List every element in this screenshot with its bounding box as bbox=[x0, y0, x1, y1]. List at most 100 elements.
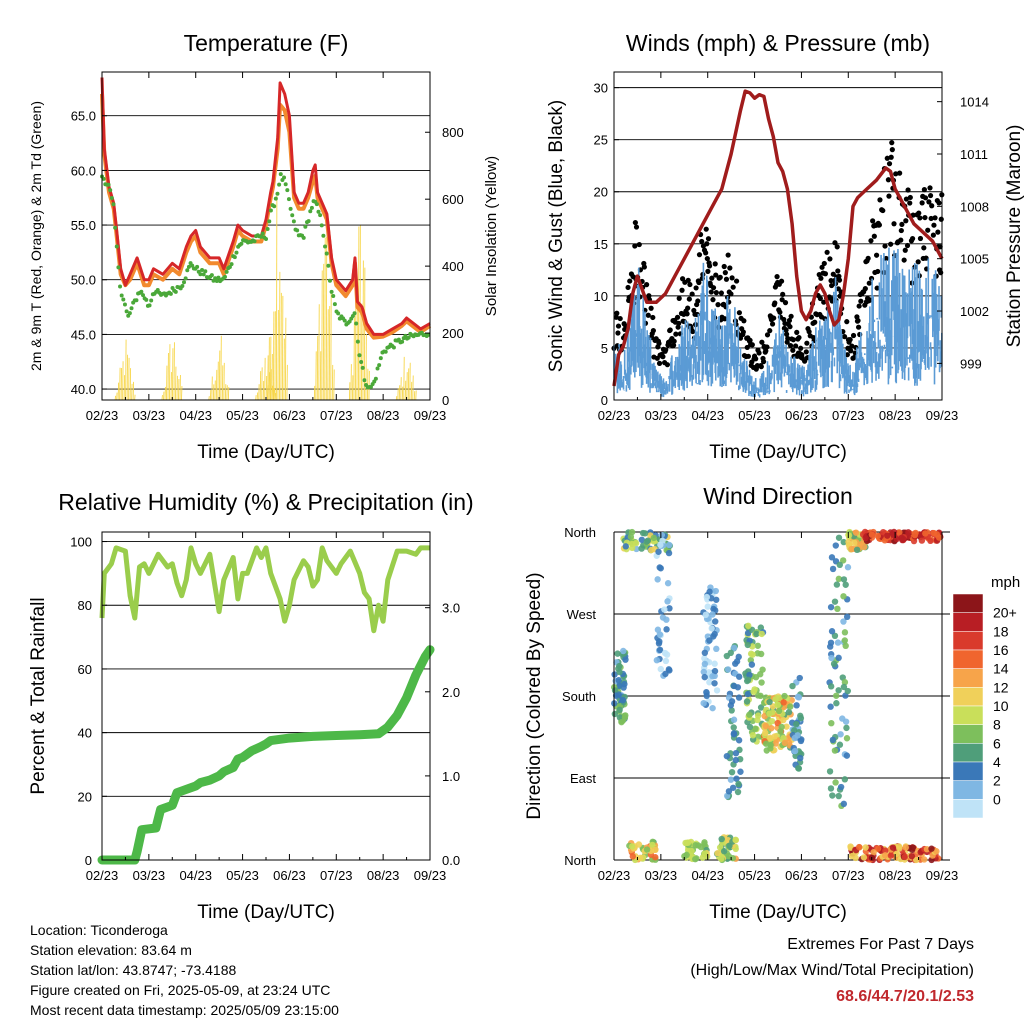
direction-point bbox=[753, 630, 760, 638]
direction-point bbox=[831, 747, 839, 754]
direction-y-label: Direction (Colored By Speed) bbox=[524, 572, 545, 819]
y-tick-label: 100 bbox=[70, 535, 92, 550]
dewpoint-point bbox=[118, 284, 123, 289]
dewpoint-point bbox=[229, 262, 234, 267]
y-tick-label: 0 bbox=[601, 393, 608, 408]
direction-point bbox=[836, 561, 843, 569]
gust-point bbox=[777, 309, 783, 315]
direction-point bbox=[657, 665, 664, 673]
gust-point bbox=[705, 268, 711, 274]
direction-point bbox=[681, 852, 688, 860]
x-tick-label: 03/23 bbox=[133, 868, 166, 883]
gust-point bbox=[923, 255, 929, 261]
direction-point bbox=[748, 626, 756, 634]
dewpoint-point bbox=[203, 269, 208, 274]
direction-point bbox=[709, 673, 716, 680]
direction-point bbox=[851, 539, 858, 547]
direction-point bbox=[682, 839, 689, 847]
dewpoint-point bbox=[375, 366, 380, 371]
direction-point bbox=[795, 765, 802, 772]
direction-point bbox=[711, 660, 718, 667]
gust-point bbox=[922, 214, 928, 221]
y-tick-label: 65.0 bbox=[71, 109, 96, 124]
dewpoint-point bbox=[168, 291, 173, 296]
gust-point bbox=[928, 215, 934, 222]
direction-point bbox=[727, 649, 734, 657]
direction-point bbox=[848, 852, 856, 860]
direction-point bbox=[666, 605, 673, 612]
colorbar-label: 4 bbox=[993, 754, 1001, 770]
direction-point bbox=[749, 651, 756, 658]
gust-point bbox=[891, 221, 897, 227]
gust-point bbox=[722, 316, 728, 322]
x-tick-label: 08/23 bbox=[367, 408, 400, 423]
direction-point bbox=[774, 701, 782, 709]
direction-point bbox=[780, 699, 787, 706]
direction-point bbox=[661, 606, 668, 613]
direction-point bbox=[653, 657, 661, 664]
dewpoint-point bbox=[227, 265, 232, 270]
direction-point bbox=[748, 661, 756, 668]
direction-point bbox=[652, 846, 659, 854]
dewpoint-point bbox=[149, 298, 154, 303]
direction-point bbox=[827, 603, 835, 611]
gust-point bbox=[703, 226, 709, 232]
direction-point bbox=[862, 844, 869, 851]
direction-point bbox=[762, 722, 769, 730]
direction-point bbox=[752, 725, 759, 732]
direction-point bbox=[766, 698, 773, 706]
gust-point bbox=[740, 329, 746, 335]
y2-tick-label: 1014 bbox=[960, 95, 989, 110]
direction-point bbox=[853, 546, 861, 554]
gust-point bbox=[774, 274, 780, 280]
direction-point bbox=[778, 723, 785, 731]
direction-point bbox=[746, 671, 753, 679]
direction-point bbox=[787, 703, 794, 710]
direction-point bbox=[749, 732, 757, 739]
colorbar-label: 20+ bbox=[993, 605, 1017, 621]
gust-point bbox=[764, 344, 770, 350]
x-tick-label: 04/23 bbox=[691, 868, 724, 883]
dewpoint-point bbox=[124, 309, 129, 314]
dewpoint-point bbox=[331, 293, 336, 298]
latest-timestamp: Most recent data timestamp: 2025/05/09 2… bbox=[30, 1002, 339, 1018]
humidity-x-label: Time (Day/UTC) bbox=[197, 902, 335, 923]
direction-point bbox=[666, 541, 673, 549]
dewpoint-point bbox=[234, 250, 239, 255]
direction-point bbox=[713, 596, 720, 603]
gust-point bbox=[849, 343, 855, 349]
gust-point bbox=[627, 278, 633, 284]
extremes-subtitle: (High/Low/Max Wind/Total Precipitation) bbox=[690, 962, 974, 979]
direction-point bbox=[725, 788, 733, 795]
gust-point bbox=[679, 287, 685, 293]
direction-point bbox=[908, 852, 915, 860]
direction-point bbox=[757, 671, 764, 678]
dewpoint-point bbox=[336, 311, 341, 316]
gust-point bbox=[926, 199, 932, 205]
direction-point bbox=[843, 752, 851, 759]
direction-point bbox=[829, 792, 836, 799]
direction-point bbox=[828, 628, 836, 635]
dewpoint-point bbox=[119, 293, 124, 298]
gust-point bbox=[636, 241, 642, 248]
direction-point bbox=[615, 677, 622, 684]
dewpoint-point bbox=[173, 289, 178, 294]
gust-point bbox=[753, 356, 759, 362]
direction-point bbox=[654, 576, 661, 583]
direction-point bbox=[730, 682, 738, 690]
gust-point bbox=[897, 170, 903, 176]
gust-point bbox=[936, 200, 942, 206]
gust-point bbox=[907, 194, 913, 201]
gust-point bbox=[747, 337, 753, 343]
gust-point bbox=[674, 314, 681, 320]
direction-point bbox=[844, 687, 852, 695]
direction-point bbox=[837, 783, 845, 791]
y-tick-label: 10 bbox=[594, 289, 608, 304]
direction-point bbox=[829, 736, 837, 744]
direction-point bbox=[650, 534, 658, 542]
dewpoint-point bbox=[260, 231, 265, 236]
gust-point bbox=[756, 350, 762, 356]
dewpoint-point bbox=[290, 213, 295, 218]
dewpoint-point bbox=[357, 353, 362, 358]
